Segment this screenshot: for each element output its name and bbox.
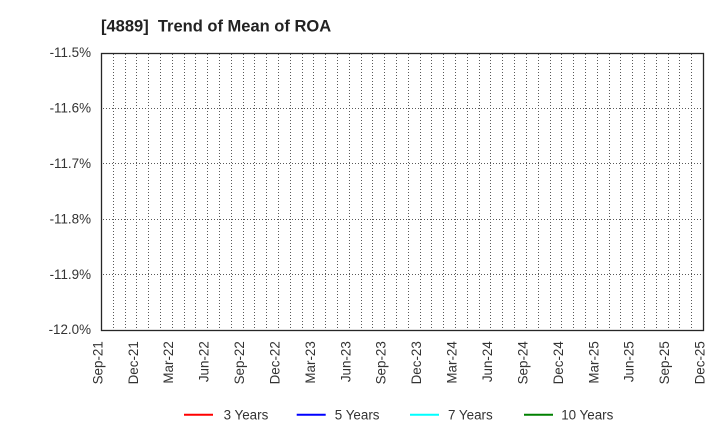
svg-text:-11.8%: -11.8% xyxy=(50,211,92,226)
svg-text:Sep-25: Sep-25 xyxy=(657,341,672,384)
svg-text:Jun-23: Jun-23 xyxy=(338,341,353,382)
svg-text:Sep-23: Sep-23 xyxy=(374,341,389,384)
svg-text:10 Years: 10 Years xyxy=(561,408,613,423)
svg-text:[4889] Trend of Mean of ROA: [4889] Trend of Mean of ROA xyxy=(101,18,331,36)
svg-text:7 Years: 7 Years xyxy=(448,408,493,423)
svg-text:Jun-24: Jun-24 xyxy=(480,341,495,382)
svg-text:-11.7%: -11.7% xyxy=(50,156,92,171)
svg-text:Dec-22: Dec-22 xyxy=(267,341,282,384)
svg-text:Jun-22: Jun-22 xyxy=(197,341,212,382)
svg-text:Mar-25: Mar-25 xyxy=(586,341,601,383)
svg-text:Mar-23: Mar-23 xyxy=(303,341,318,383)
svg-text:-11.9%: -11.9% xyxy=(50,267,92,282)
svg-text:Sep-21: Sep-21 xyxy=(90,341,105,384)
svg-text:Dec-23: Dec-23 xyxy=(409,341,424,384)
svg-text:-11.6%: -11.6% xyxy=(50,101,92,116)
svg-text:-11.5%: -11.5% xyxy=(50,45,92,60)
svg-text:3 Years: 3 Years xyxy=(224,408,269,423)
svg-text:Dec-21: Dec-21 xyxy=(126,341,141,384)
svg-text:Dec-24: Dec-24 xyxy=(551,341,566,385)
svg-text:Dec-25: Dec-25 xyxy=(693,341,708,384)
svg-text:-12.0%: -12.0% xyxy=(49,322,92,337)
svg-text:Mar-24: Mar-24 xyxy=(445,341,460,384)
svg-text:Jun-25: Jun-25 xyxy=(622,341,637,382)
svg-text:Sep-24: Sep-24 xyxy=(515,341,530,385)
svg-text:Sep-22: Sep-22 xyxy=(232,341,247,384)
svg-text:Mar-22: Mar-22 xyxy=(161,341,176,383)
svg-text:5 Years: 5 Years xyxy=(335,408,380,423)
